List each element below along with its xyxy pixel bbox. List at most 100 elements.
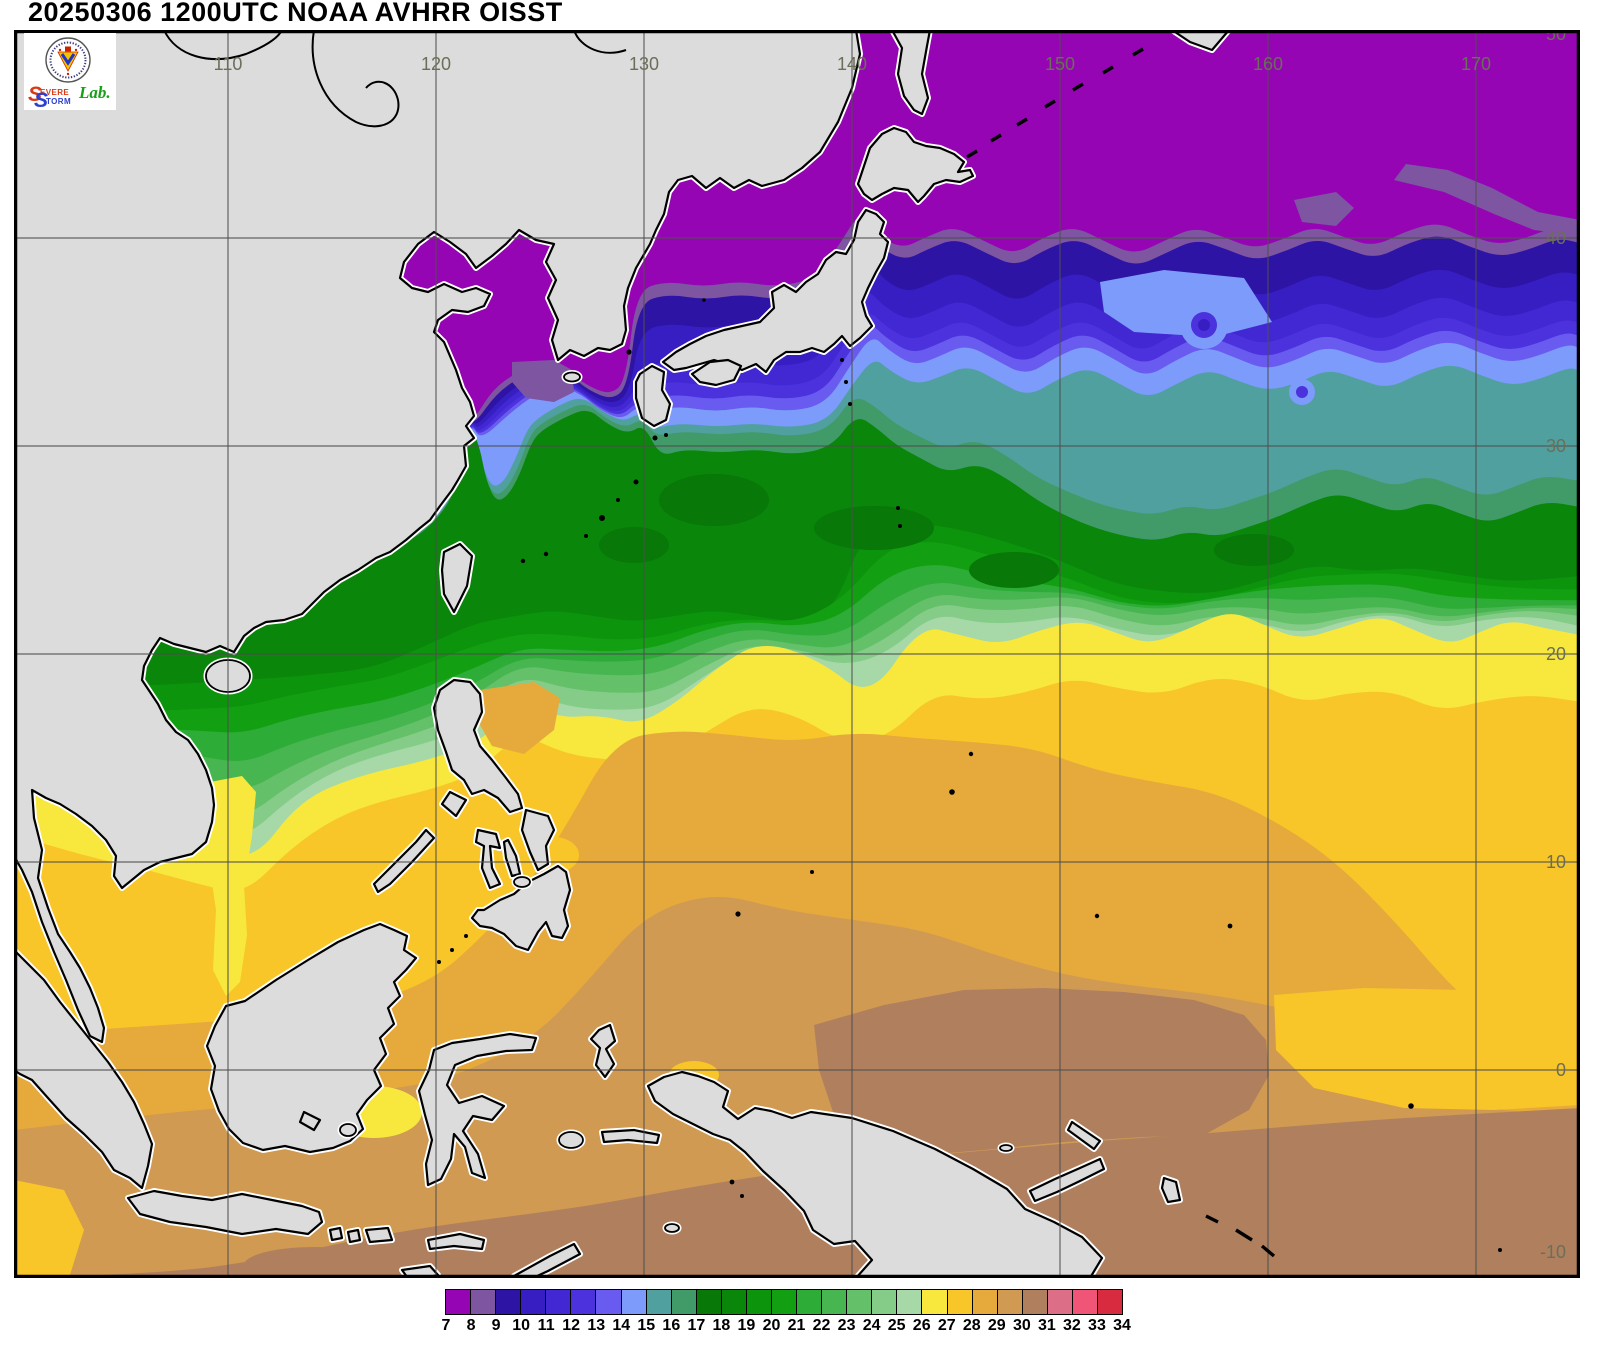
- longitude-label: 150: [1045, 54, 1075, 74]
- colorbar-cell: [695, 1290, 721, 1314]
- island: [664, 1223, 680, 1233]
- latitude-label: 0: [1556, 1060, 1566, 1080]
- warm-eddy: [1198, 319, 1210, 331]
- colorbar-cell: [921, 1290, 947, 1314]
- colorbar-cell: [720, 1290, 746, 1314]
- kuroshio-cold-blob: [969, 552, 1059, 588]
- small-island: [898, 524, 902, 528]
- river: [573, 30, 627, 54]
- colorbar-tick-label: 8: [466, 1317, 476, 1334]
- small-island: [616, 498, 620, 502]
- small-island: [840, 358, 844, 362]
- longitude-label: 140: [837, 54, 867, 74]
- colorbar-tick-label: 29: [987, 1317, 1006, 1334]
- colorbar-tick-label: 31: [1037, 1317, 1056, 1334]
- colorbar-cell: [645, 1290, 671, 1314]
- colorbar-cell: [971, 1290, 997, 1314]
- colorbar-tick-label: 30: [1012, 1317, 1031, 1334]
- small-island: [949, 789, 955, 795]
- colorbar-cell: [1021, 1290, 1047, 1314]
- colorbar-cell: [570, 1290, 596, 1314]
- map-area: 110 120 130 140 150 160 170 50 40 30 20 10 0 -10: [14, 30, 1580, 1278]
- latitude-label: 40: [1546, 228, 1566, 248]
- colorbar-tick-label: 11: [537, 1317, 555, 1334]
- lab-text: Lab.: [79, 83, 111, 102]
- sst-patch: [1434, 1202, 1554, 1258]
- colorbar-tick-label: 15: [637, 1317, 656, 1334]
- equatorial-gold-pool: [1274, 988, 1580, 1110]
- storm-text: TORM: [46, 97, 72, 106]
- colorbar-cell: [946, 1290, 972, 1314]
- sst-patch: [1294, 192, 1354, 226]
- landmass: [328, 1226, 344, 1242]
- small-island: [464, 934, 468, 938]
- landmass: [1160, 1176, 1182, 1204]
- landmass: [474, 828, 502, 890]
- landmass: [600, 1128, 661, 1145]
- colorbar-tick-label: 7: [441, 1317, 451, 1334]
- landmass: [470, 864, 572, 952]
- sst-map-image: 110 120 130 140 150 160 170 50 40 30 20 10 0 -10: [14, 30, 1580, 1278]
- colorbar-cell: [520, 1290, 546, 1314]
- colorbar-tick-label: 32: [1063, 1317, 1081, 1334]
- colorbar-cell: [1071, 1290, 1098, 1314]
- colorbar-cell: [670, 1290, 696, 1314]
- small-island: [450, 948, 454, 952]
- severe-initial: S: [28, 83, 43, 106]
- small-island: [633, 479, 639, 485]
- landmass: [346, 1228, 362, 1244]
- island: [339, 1123, 357, 1137]
- colorbar-tick-label: 9: [491, 1317, 501, 1334]
- small-island: [896, 506, 900, 510]
- kuril-islet: [1102, 65, 1114, 75]
- small-island: [543, 551, 549, 557]
- colorbar-cell: [470, 1290, 496, 1314]
- colorbar-tick-label: 25: [887, 1317, 906, 1334]
- colorbar-cell: [1097, 1290, 1123, 1314]
- small-island: [844, 380, 848, 384]
- kuril-islet: [1044, 99, 1056, 109]
- landmass: [432, 678, 524, 814]
- landmass: [1028, 1157, 1106, 1203]
- landmass: [502, 838, 522, 878]
- colorbar-tick-label: 19: [737, 1317, 756, 1334]
- small-island: [810, 870, 814, 874]
- landmass: [440, 790, 468, 818]
- colorbar-cell: [771, 1290, 797, 1314]
- longitude-label: 160: [1253, 54, 1283, 74]
- small-island: [664, 433, 668, 437]
- map-border: [14, 30, 1580, 1278]
- kuril-islet: [1072, 82, 1084, 92]
- colorbar-cell: [796, 1290, 822, 1314]
- colorbar-cell: [821, 1290, 847, 1314]
- small-island: [626, 349, 632, 355]
- small-island: [968, 751, 974, 757]
- small-island: [437, 960, 441, 964]
- island: [558, 1131, 584, 1149]
- landmass: [856, 126, 975, 204]
- landmass: [646, 1070, 1104, 1278]
- gulf-yellow-tongue: [202, 776, 256, 996]
- landmass: [205, 922, 418, 1154]
- colorbar-cell: [871, 1290, 897, 1314]
- small-island: [702, 298, 706, 302]
- colorbar-tick-label: 22: [812, 1317, 831, 1334]
- colorbar-cell: [745, 1290, 772, 1314]
- landmass: [661, 208, 890, 374]
- longitude-label: 130: [629, 54, 659, 74]
- colorbar-tick-label: 13: [587, 1317, 606, 1334]
- landmass: [520, 808, 556, 872]
- latitude-label: 30: [1546, 436, 1566, 456]
- lab-wordmark: S EVERE S TORM Lab.: [27, 83, 115, 112]
- kuril-islet: [1016, 117, 1028, 127]
- kuroshio-cold-blob: [599, 527, 669, 563]
- kuroshio-cold-blob: [814, 506, 934, 550]
- colorbar-cell: [1046, 1290, 1072, 1314]
- colorbar-tick-label: 23: [837, 1317, 856, 1334]
- colorbar: [445, 1289, 1123, 1315]
- colorbar-tick-label: 26: [912, 1317, 931, 1334]
- small-island: [520, 558, 526, 564]
- colorbar-cell: [446, 1290, 471, 1314]
- kuril-islet: [1132, 47, 1144, 57]
- sst-patch: [1359, 1245, 1449, 1278]
